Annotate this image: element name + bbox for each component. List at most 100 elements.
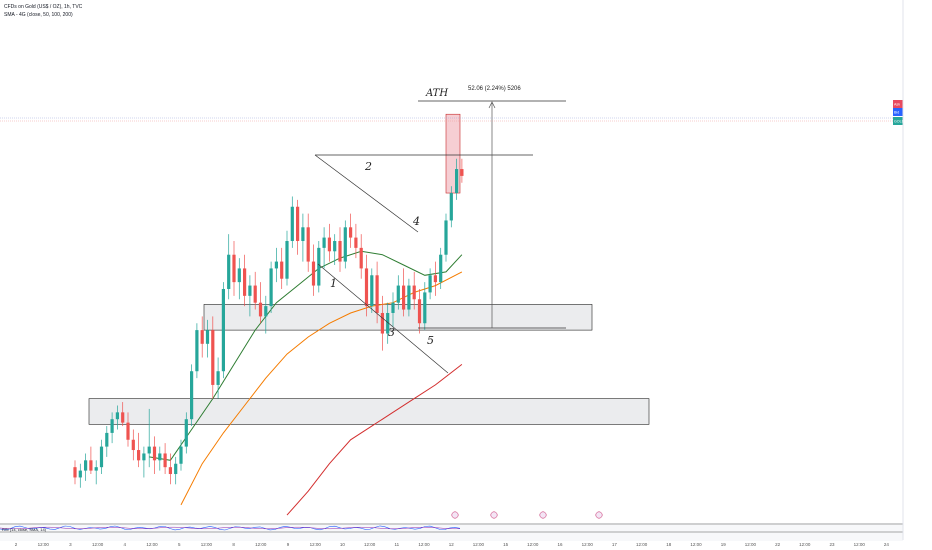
sma-line-2 (180, 271, 463, 506)
candle-body (354, 237, 358, 248)
time-tick-label: 12 (449, 542, 455, 547)
candle-body (152, 446, 157, 461)
candle-body (433, 275, 437, 283)
candle-body (94, 467, 98, 471)
candle-body (322, 237, 326, 248)
candle-body (412, 285, 416, 300)
candles (73, 158, 464, 488)
candle-body (364, 268, 369, 307)
rsi-panel-bg (0, 523, 903, 539)
wave-label-2: 2 (364, 160, 372, 173)
candle-body (105, 432, 109, 447)
rsi-signal-line (0, 526, 461, 530)
price-tag-name-bg (893, 117, 903, 125)
event-flag-icon (451, 511, 459, 519)
candle-body (306, 227, 310, 262)
candle-body (205, 330, 210, 344)
price-tag-name: Bid (894, 111, 899, 115)
candle-body (391, 302, 395, 313)
time-tick-label: 12:00 (690, 542, 702, 547)
candle-body (296, 206, 300, 242)
candle-body (168, 467, 172, 475)
time-tick-label: 17 (612, 542, 618, 547)
candle-body (343, 227, 347, 262)
rsi-indicator: RSI (14, close, SMA, 14) (0, 511, 903, 539)
time-tick-label: 12:00 (146, 542, 158, 547)
candle-body (375, 275, 379, 313)
time-tick-label: 8 (232, 542, 235, 547)
candle-body (179, 446, 183, 464)
time-tick-label: 15 (503, 542, 509, 547)
candle-body (163, 453, 167, 468)
wave-label-1: 1 (330, 277, 337, 290)
trendline-drawings (0, 100, 903, 374)
candle-body (285, 241, 289, 279)
price-tag-name-bg (893, 100, 903, 108)
time-tick-label: 12:00 (201, 542, 213, 547)
candle-body (216, 371, 220, 385)
candle-body (221, 288, 225, 372)
time-tick-label: 12:00 (799, 542, 811, 547)
time-tick-label: 16 (557, 542, 563, 547)
candle-body (243, 268, 247, 296)
candle-body (449, 193, 453, 221)
wave-labels: 1 2 3 4 5 ATH 52.06 (2.24%) 5206 (330, 86, 521, 347)
candle-body (417, 299, 422, 324)
time-tick-label: 12:00 (745, 542, 757, 547)
wave-label-4: 4 (412, 215, 420, 228)
candle-body (444, 220, 448, 255)
candle-body (248, 285, 252, 296)
event-flag-icon (539, 511, 547, 519)
time-tick-label: 19 (721, 542, 727, 547)
time-tick-label: 12:00 (92, 542, 104, 547)
candle-body (137, 450, 141, 461)
time-tick-label: 12:00 (473, 542, 485, 547)
time-tick-label: 4 (124, 542, 127, 547)
price-axis-panel (903, 0, 932, 550)
candle-body (349, 227, 353, 238)
candle-body (253, 285, 257, 303)
wave-label-5: 5 (427, 334, 434, 347)
candle-body (317, 247, 321, 286)
candle-body (174, 463, 178, 475)
candle-body (311, 261, 316, 286)
candle-body (110, 419, 114, 433)
candle-body (359, 247, 363, 269)
time-tick-label: 12:00 (854, 542, 866, 547)
sma-line-1 (149, 250, 463, 461)
time-tick-label: 12:00 (418, 542, 430, 547)
candle-body (269, 268, 273, 307)
candle-body (89, 460, 93, 471)
candle-body (386, 312, 390, 334)
event-flag-icon (490, 511, 498, 519)
support-zone-lower (88, 398, 650, 425)
time-tick-label: 12:00 (527, 542, 539, 547)
candle-body (274, 261, 278, 269)
channel-lower-line (317, 263, 449, 374)
candle-body (195, 330, 199, 372)
candle-body (142, 453, 146, 461)
candle-body (264, 306, 268, 317)
ath-label: ATH (425, 88, 448, 99)
time-axis: 2 12:00 3 12:00 4 12:00 5 12:00 8 12:00 9 12:00 10 12… (0, 539, 903, 547)
candle-body (99, 446, 104, 468)
time-tick-label: 3 (69, 542, 72, 547)
time-tick-label: 12:00 (310, 542, 322, 547)
symbol-title: CFDs on Gold (US$ / OZ), 1h, TVC (4, 4, 83, 10)
time-tick-label: 12:00 (364, 542, 376, 547)
candle-body (190, 371, 194, 420)
time-tick-label: 22 (775, 542, 781, 547)
candle-body (439, 254, 443, 283)
candle-body (115, 412, 119, 420)
price-tag-name: Ask (894, 103, 900, 107)
time-tick-label: 12:00 (255, 542, 267, 547)
candle-body (428, 275, 432, 293)
candle-body (290, 206, 294, 242)
time-tick-label: 12:00 (38, 542, 50, 547)
time-tick-label: 10 (340, 542, 346, 547)
candle-body (78, 470, 82, 478)
time-tick-label: 12:00 (582, 542, 594, 547)
candle-body (211, 330, 215, 385)
time-tick-label: 5 (178, 542, 181, 547)
